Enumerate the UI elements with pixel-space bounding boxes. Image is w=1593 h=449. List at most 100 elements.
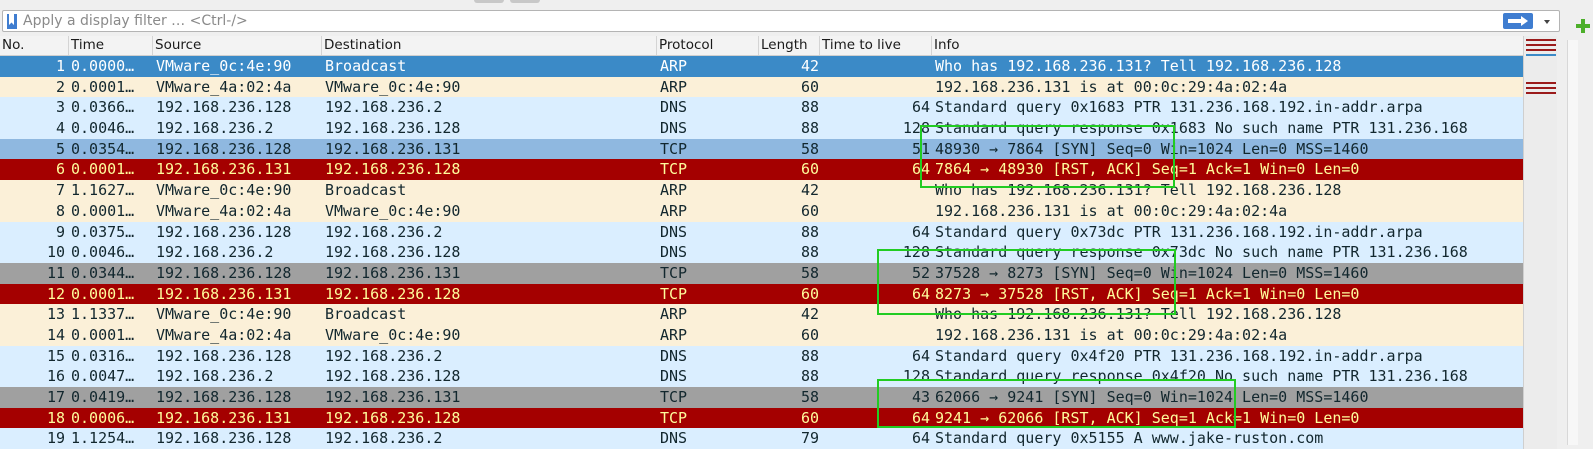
packet-no: 2 [55,77,65,96]
packet-source: VMware_4a:02:4a [156,201,292,220]
apply-filter-button[interactable] [1503,13,1533,29]
packet-row[interactable]: 16 0.0047… 192.168.236.2 192.168.236.128 DNS… [0,366,1523,387]
packet-time: 0.0001… [71,77,135,96]
scrollbar-track[interactable] [1567,40,1578,445]
toolbar-grip[interactable] [510,0,540,3]
packet-ttl: 52 [911,263,930,282]
column-header-no[interactable]: No. [0,36,69,55]
add-filter-button[interactable] [1575,18,1591,34]
packet-minimap[interactable] [1523,36,1557,449]
column-header-source[interactable]: Source [153,36,322,55]
packet-length: 58 [800,139,819,158]
packet-ttl: 64 [911,98,930,117]
packet-no: 10 [46,243,65,262]
column-header-ttl[interactable]: Time to live [820,36,932,55]
packet-row[interactable]: 10 0.0046… 192.168.236.2 192.168.236.128 DNS… [0,242,1523,263]
vertical-scrollbar[interactable] [1557,36,1593,449]
packet-no: 5 [55,139,65,158]
column-header-destination[interactable]: Destination [322,36,657,55]
packet-ttl [822,77,930,98]
packet-source: 192.168.236.131 [156,160,292,179]
packet-no: 3 [55,98,65,117]
packet-protocol: DNS [660,243,688,262]
packet-no: 17 [46,388,65,406]
packet-source: 192.168.236.128 [156,98,292,117]
packet-no: 1 [55,57,65,75]
packet-time: 0.0046… [71,243,135,262]
packet-time: 0.0366… [71,98,135,117]
packet-destination: 192.168.236.128 [325,284,461,303]
packet-source: 192.168.236.2 [156,367,274,386]
packet-row[interactable]: 6 0.0001… 192.168.236.131 192.168.236.128 TC… [0,159,1523,181]
packet-info: 7864 → 48930 [RST, ACK] Seq=1 Ack=1 Win=… [935,160,1360,179]
packet-ttl [822,56,930,77]
packet-ttl [822,180,930,201]
packet-info: Standard query response 0x4f20 No such n… [935,367,1468,386]
packet-row[interactable]: 1 0.0000… VMware_0c:4e:90 Broadcast ARP 42 Who… [0,56,1523,77]
packet-list[interactable]: No. Time Source Destination Protocol Len… [0,36,1523,449]
plus-icon [1576,19,1590,33]
packet-ttl: 64 [911,408,930,427]
packet-info: Standard query 0x5155 A www.jake-ruston.… [935,429,1324,448]
packet-protocol: TCP [660,263,688,282]
packet-protocol: DNS [660,222,688,241]
packet-destination: 192.168.236.128 [325,119,461,138]
packet-source: 192.168.236.128 [156,429,292,448]
packet-row[interactable]: 12 0.0001… 192.168.236.131 192.168.236.128 T… [0,283,1523,305]
packet-time: 0.0006… [71,408,135,427]
packet-row[interactable]: 15 0.0316… 192.168.236.128 192.168.236.2 DNS… [0,345,1523,367]
packet-destination: 192.168.236.131 [325,388,461,406]
packet-length: 60 [800,284,819,303]
minimap-mark [1526,49,1556,51]
column-header-time[interactable]: Time [69,36,153,55]
packet-protocol: TCP [660,284,688,303]
packet-time: 0.0001… [71,284,135,303]
packet-no: 13 [46,305,65,324]
packet-time: 1.1627… [71,181,135,200]
packet-row[interactable]: 13 1.1337… VMware_0c:4e:90 Broadcast ARP 42 Wh… [0,304,1523,325]
packet-row[interactable]: 17 0.0419… 192.168.236.128 192.168.236.131 T… [0,387,1523,408]
packet-destination: Broadcast [325,305,407,324]
packet-row[interactable]: 4 0.0046… 192.168.236.2 192.168.236.128 DNS 8… [0,118,1523,139]
display-filter-input[interactable] [23,12,1503,30]
packet-destination: 192.168.236.2 [325,346,443,365]
packet-length: 88 [800,119,819,138]
packet-source: VMware_4a:02:4a [156,77,292,96]
filter-history-dropdown[interactable] [1539,14,1555,29]
toolbar-edge [0,0,1593,8]
packet-row[interactable]: 5 0.0354… 192.168.236.128 192.168.236.131 TC… [0,138,1523,160]
packet-ttl: 128 [902,119,930,138]
column-header-info[interactable]: Info [934,37,960,53]
packet-row[interactable]: 18 0.0006… 192.168.236.131 192.168.236.128 T… [0,407,1523,429]
packet-source: 192.168.236.128 [156,263,292,282]
packet-length: 60 [800,408,819,427]
packet-time: 0.0419… [71,388,135,406]
minimap-mark [1526,39,1556,41]
packet-info: Who has 192.168.236.131? Tell 192.168.23… [935,181,1342,200]
packet-row[interactable]: 3 0.0366… 192.168.236.128 192.168.236.2 DNS 8… [0,97,1523,119]
packet-time: 1.1254… [71,429,135,448]
packet-protocol: DNS [660,367,688,386]
toolbar-grip[interactable] [474,0,504,3]
packet-row[interactable]: 2 0.0001… VMware_4a:02:4a VMware_0c:4e:90 AR… [0,76,1523,98]
packet-info: 192.168.236.131 is at 00:0c:29:4a:02:4a [935,77,1288,96]
column-header-length[interactable]: Length [759,36,820,55]
packet-row[interactable]: 14 0.0001… VMware_4a:02:4a VMware_0c:4e:90 A… [0,324,1523,346]
packet-no: 12 [46,284,65,303]
column-header-protocol[interactable]: Protocol [657,36,759,55]
packet-no: 16 [46,367,65,386]
packet-time: 0.0001… [71,201,135,220]
packet-source: 192.168.236.128 [156,222,292,241]
packet-row[interactable]: 19 1.1254… 192.168.236.128 192.168.236.2 DNS… [0,428,1523,449]
packet-protocol: ARP [660,57,688,75]
packet-row[interactable]: 7 1.1627… VMware_0c:4e:90 Broadcast ARP 42 Who… [0,180,1523,201]
packet-row[interactable]: 8 0.0001… VMware_4a:02:4a VMware_0c:4e:90 AR… [0,200,1523,222]
minimap-mark [1526,87,1556,89]
display-filter-box [2,10,1560,32]
packet-row[interactable]: 9 0.0375… 192.168.236.128 192.168.236.2 DNS 8… [0,221,1523,243]
packet-source: 192.168.236.128 [156,388,292,406]
bookmark-icon[interactable] [7,14,17,29]
packet-destination: VMware_0c:4e:90 [325,325,461,344]
packet-protocol: DNS [660,119,688,138]
packet-row[interactable]: 11 0.0344… 192.168.236.128 192.168.236.131 T… [0,262,1523,284]
